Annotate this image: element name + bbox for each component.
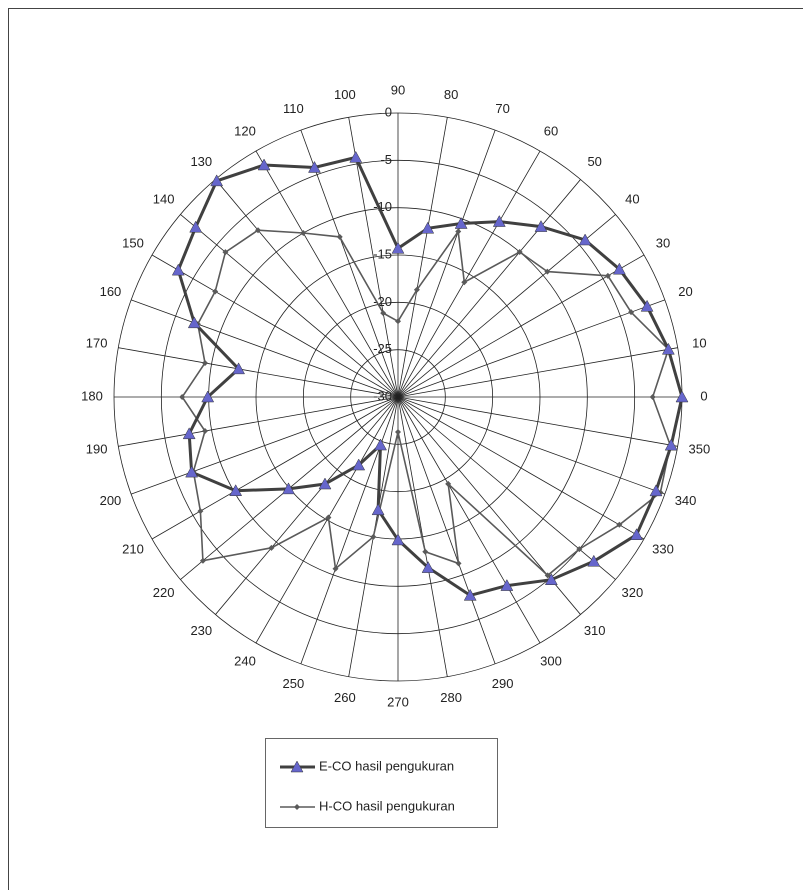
angle-label: 90 (391, 82, 405, 97)
angle-label: 40 (625, 192, 639, 207)
angle-label: 160 (100, 284, 122, 299)
legend-label: E-CO hasil pengukuran (319, 758, 454, 773)
angle-label: 130 (190, 154, 212, 169)
angle-label: 300 (540, 653, 562, 668)
angle-label: 60 (544, 123, 558, 138)
angle-label: 70 (495, 101, 509, 116)
angle-label: 120 (234, 123, 256, 138)
angle-label: 110 (283, 101, 304, 116)
angle-label: 50 (587, 154, 601, 169)
angle-label: 310 (584, 623, 606, 638)
angle-label: 320 (622, 585, 644, 600)
legend-box (266, 739, 498, 828)
angle-label: 230 (190, 623, 212, 638)
angle-label: 350 (688, 442, 710, 457)
chart: 0 10 20 30 40 50 60 70 80 90 100 110 120 130 140 150 160… (0, 0, 803, 890)
page: 0 10 20 30 40 50 60 70 80 90 100 110 120 130 140 150 160… (0, 0, 803, 890)
angle-label: 340 (675, 493, 697, 508)
angle-label: 30 (656, 235, 670, 250)
angle-label: 290 (492, 676, 514, 691)
radial-tick-label: -30 (373, 388, 392, 403)
angle-label: 20 (678, 284, 692, 299)
angle-label: 260 (334, 690, 356, 705)
angle-label: 10 (692, 335, 706, 350)
angle-label: 100 (334, 87, 356, 102)
angle-label: 190 (86, 442, 108, 457)
angle-label: 0 (700, 388, 707, 403)
radial-tick-label: -25 (373, 341, 392, 356)
angle-label: 140 (153, 192, 175, 207)
angle-label: 180 (81, 388, 103, 403)
radial-tick-label: -5 (380, 152, 392, 167)
angle-label: 270 (387, 694, 409, 709)
angle-label: 80 (444, 87, 458, 102)
angle-label: 200 (100, 493, 122, 508)
angle-label: 150 (122, 235, 144, 250)
radial-tick-label: 0 (385, 104, 392, 119)
angle-label: 330 (652, 541, 674, 556)
angle-label: 170 (86, 335, 108, 350)
angle-label: 250 (282, 676, 304, 691)
angle-label: 210 (122, 541, 144, 556)
angle-label: 240 (234, 653, 256, 668)
angle-label: 280 (440, 690, 462, 705)
legend-label: H-CO hasil pengukuran (319, 798, 455, 813)
angle-label: 220 (153, 585, 175, 600)
radial-tick-label: -15 (373, 246, 392, 261)
